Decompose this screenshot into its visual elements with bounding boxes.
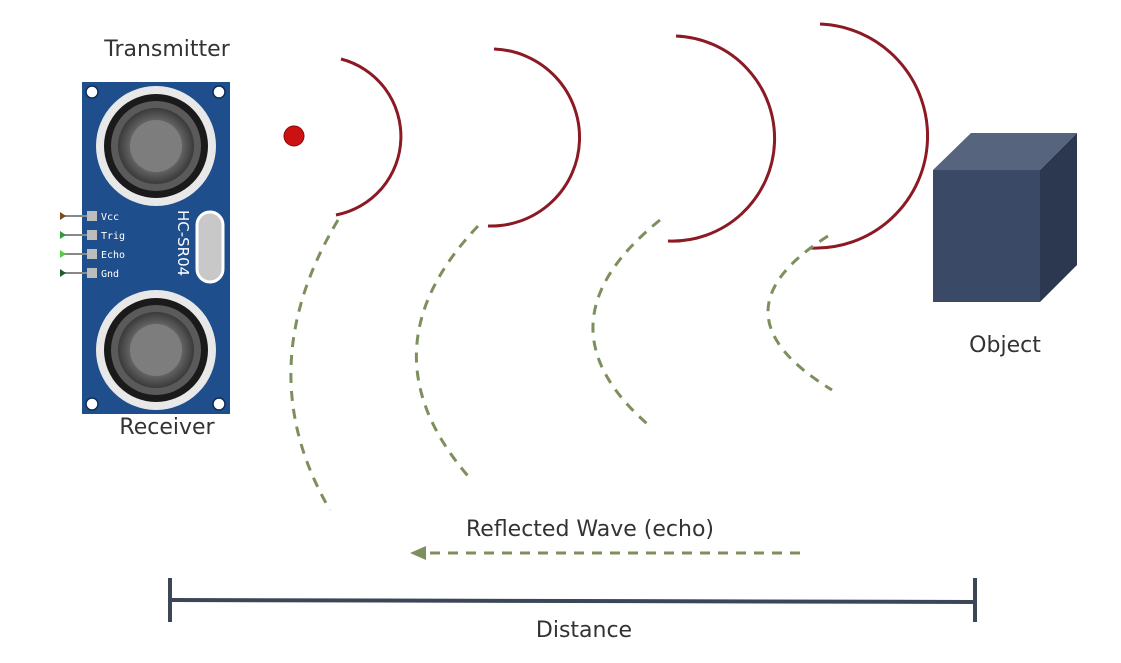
reflected-waves bbox=[289, 218, 833, 511]
ultrasonic-source-dot bbox=[283, 125, 305, 147]
object-cube-icon bbox=[933, 133, 1077, 302]
transmitter-transducer-icon bbox=[96, 86, 216, 206]
hc-sr04-sensor: HC-SR04 Vcc Trig Echo Gnd bbox=[60, 82, 230, 414]
pin-label-echo: Echo bbox=[101, 250, 125, 261]
distance-bar bbox=[168, 578, 977, 622]
reflected-wave-arrow bbox=[410, 546, 800, 560]
pin-connector-icon bbox=[60, 250, 66, 258]
reflected-wave-arc bbox=[591, 218, 661, 430]
pin-connector-icon bbox=[60, 269, 66, 277]
pin-label-trig: Trig bbox=[101, 231, 125, 242]
crystal-oscillator-icon bbox=[195, 210, 225, 284]
mounting-hole bbox=[212, 397, 226, 411]
object-label: Object bbox=[969, 333, 1041, 358]
pin-connector-icon bbox=[60, 212, 66, 220]
arrow-left-icon bbox=[410, 546, 426, 560]
pin-label-gnd: Gnd bbox=[101, 269, 119, 280]
emitted-wave-arc bbox=[810, 22, 930, 250]
pin-label-vcc: Vcc bbox=[101, 212, 119, 223]
distance-label: Distance bbox=[536, 618, 632, 643]
emitted-wave-arc bbox=[667, 34, 777, 243]
sensor-pins: Vcc Trig Echo Gnd bbox=[60, 211, 125, 280]
reflected-wave-arc bbox=[289, 219, 340, 511]
reflected-wave-arc bbox=[415, 224, 480, 477]
emitted-waves bbox=[335, 22, 930, 250]
receiver-transducer-icon bbox=[96, 290, 216, 410]
emitted-wave-arc bbox=[487, 47, 581, 228]
mounting-hole bbox=[212, 85, 226, 99]
emitted-wave-arc bbox=[335, 57, 403, 217]
mounting-hole bbox=[85, 397, 99, 411]
sensor-model-label: HC-SR04 bbox=[174, 210, 192, 276]
reflected-wave-arc bbox=[766, 234, 833, 392]
transmitter-label: Transmitter bbox=[103, 37, 230, 62]
mounting-hole bbox=[85, 85, 99, 99]
pin-connector-icon bbox=[60, 231, 66, 239]
receiver-label: Receiver bbox=[119, 415, 215, 440]
reflected-wave-label: Reflected Wave (echo) bbox=[466, 517, 714, 542]
